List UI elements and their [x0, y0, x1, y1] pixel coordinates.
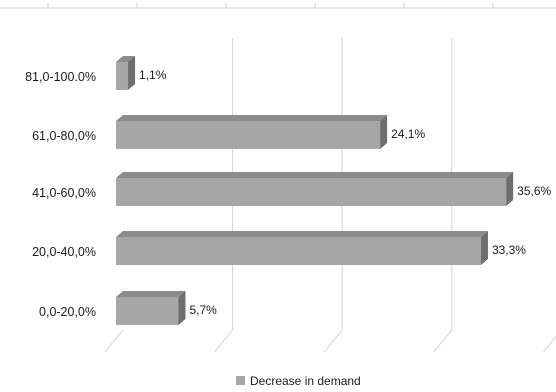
bar-2: [116, 172, 514, 206]
bar-front-3: [116, 237, 481, 265]
bar-top-2: [116, 172, 514, 178]
data-label-0: 1,1%: [139, 68, 167, 82]
bar-side-4: [178, 291, 186, 325]
data-label-4: 5,7%: [189, 303, 217, 317]
category-label-3: 20,0-40,0%: [32, 245, 96, 259]
bar-side-2: [506, 172, 514, 206]
data-label-3: 33,3%: [492, 243, 526, 257]
gridline-base: [104, 329, 124, 353]
legend-label: Decrease in demand: [250, 374, 361, 388]
bar-side-3: [480, 231, 488, 265]
chart-top-border: [0, 3, 556, 9]
data-label-2: 35,6%: [517, 184, 551, 198]
bar-side-1: [380, 115, 388, 149]
bar-side-0: [128, 56, 136, 90]
gridline-3: [542, 335, 556, 353]
legend: Decrease in demand: [236, 374, 361, 388]
bar-front-0: [116, 62, 129, 90]
gridline-2: [433, 38, 453, 353]
category-label-2: 41,0-60,0%: [32, 186, 96, 200]
bar-front-1: [116, 121, 381, 149]
legend-swatch: [236, 376, 245, 385]
bar-0: [116, 56, 136, 90]
data-label-1: 24,1%: [391, 127, 425, 141]
bar-4: [116, 291, 186, 325]
bar-top-4: [116, 291, 186, 297]
bar-3: [116, 231, 488, 265]
bar-front-4: [116, 297, 179, 325]
bar-top-1: [116, 115, 388, 121]
bars: [116, 56, 514, 325]
bar-1: [116, 115, 388, 149]
category-axis-labels: 81,0-100.0% 61,0-80,0% 41,0-60,0% 20,0-40,0…: [25, 70, 96, 319]
bar-top-3: [116, 231, 488, 237]
category-label-4: 0,0-20,0%: [39, 305, 96, 319]
bar-front-2: [116, 178, 507, 206]
data-labels: 1,1% 24,1% 35,6% 33,3% 5,7%: [139, 68, 551, 317]
category-label-1: 61,0-80,0%: [32, 129, 96, 143]
category-label-0: 81,0-100.0%: [25, 70, 96, 84]
bar-top-0: [116, 56, 136, 62]
